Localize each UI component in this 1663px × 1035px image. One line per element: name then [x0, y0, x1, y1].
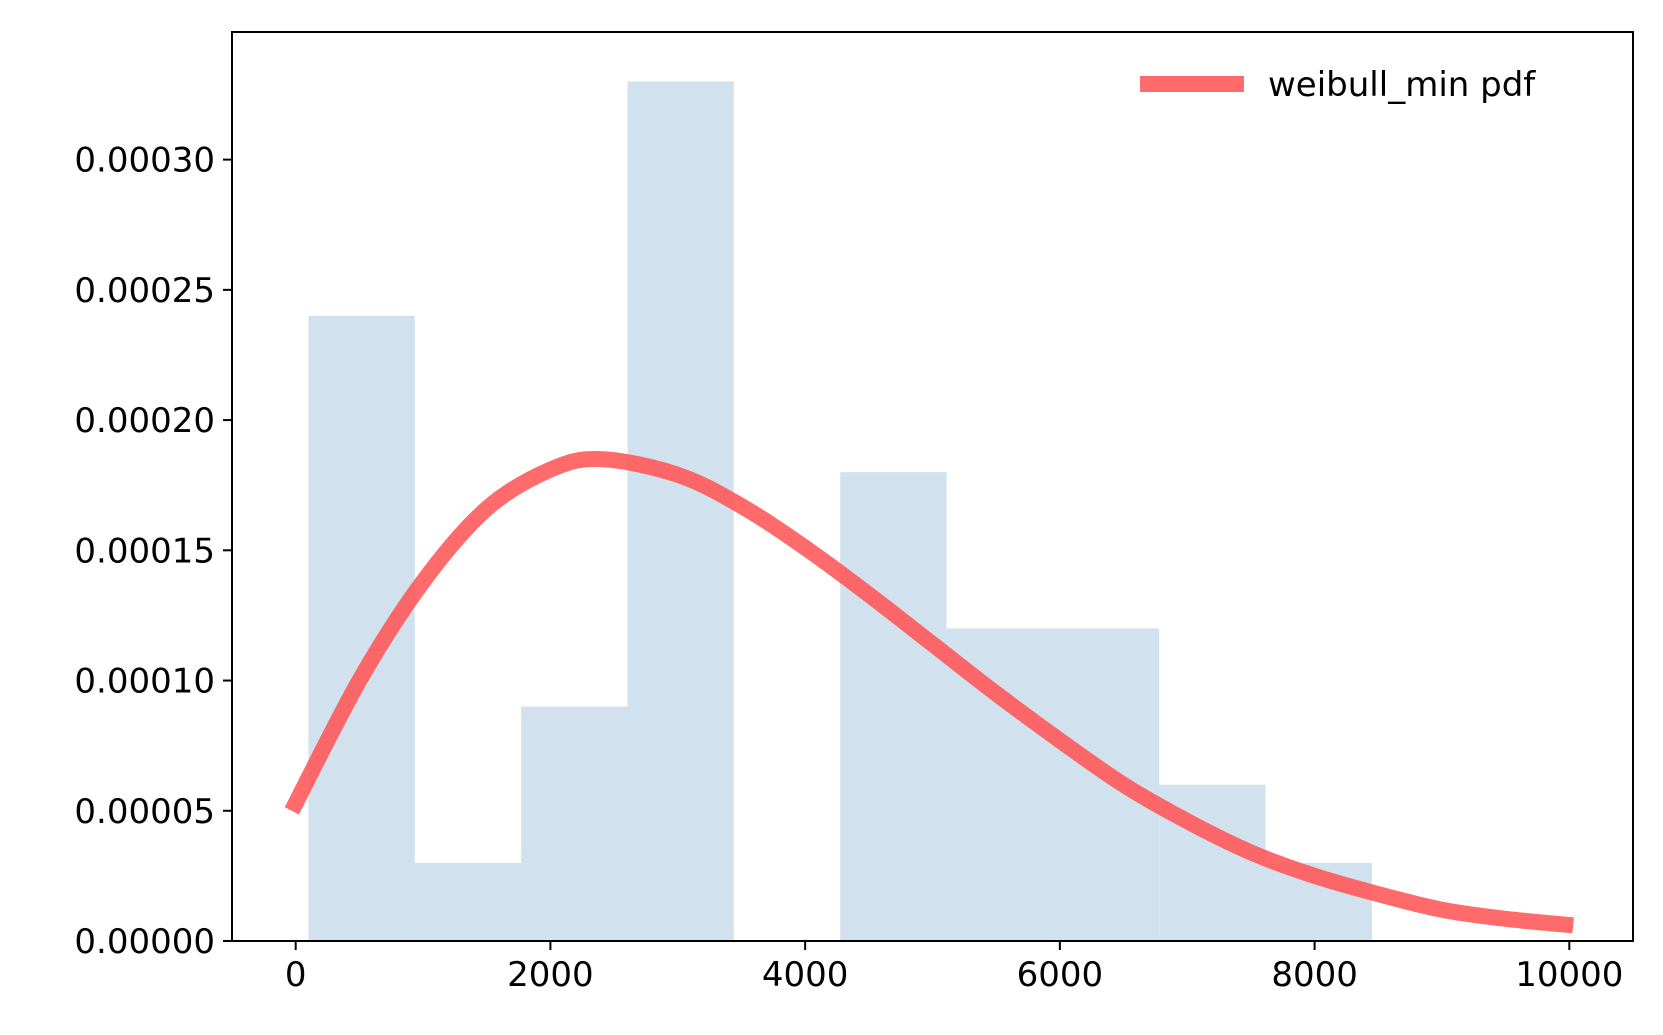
pdf-line [284, 451, 1574, 934]
y-tick-label: 0.00015 [74, 531, 215, 571]
x-tick-label: 4000 [762, 955, 849, 995]
histogram-bar [521, 706, 628, 941]
histogram-bar [627, 81, 734, 941]
y-tick-label: 0.00030 [74, 141, 215, 181]
histogram-bars [308, 81, 1372, 941]
y-tick-label: 0.00005 [74, 792, 215, 832]
x-tick-label: 8000 [1271, 955, 1358, 995]
legend-label: weibull_min pdf [1268, 65, 1536, 105]
y-tick-label: 0.00025 [74, 271, 215, 311]
legend: weibull_min pdf [1140, 65, 1536, 105]
x-tick-label: 2000 [507, 955, 594, 995]
y-tick-label: 0.00010 [74, 662, 215, 702]
histogram-bar [414, 862, 522, 941]
histogram-bar [840, 472, 947, 941]
y-tick-label: 0.00000 [74, 922, 215, 962]
pdf-curves [284, 451, 1574, 934]
histogram-bar [946, 628, 1053, 941]
x-tick-label: 6000 [1017, 955, 1104, 995]
x-tick-label: 0 [285, 955, 307, 995]
x-axis-ticks: 0 2000 4000 6000 8000 10000 [285, 941, 1623, 995]
histogram-bar [1052, 628, 1160, 941]
y-axis-ticks: 0.00000 0.00005 0.00010 0.00015 0.00020 0.000… [74, 141, 232, 962]
y-tick-label: 0.00020 [74, 401, 215, 441]
x-tick-label: 10000 [1515, 955, 1623, 995]
plot-frame [231, 31, 1634, 942]
